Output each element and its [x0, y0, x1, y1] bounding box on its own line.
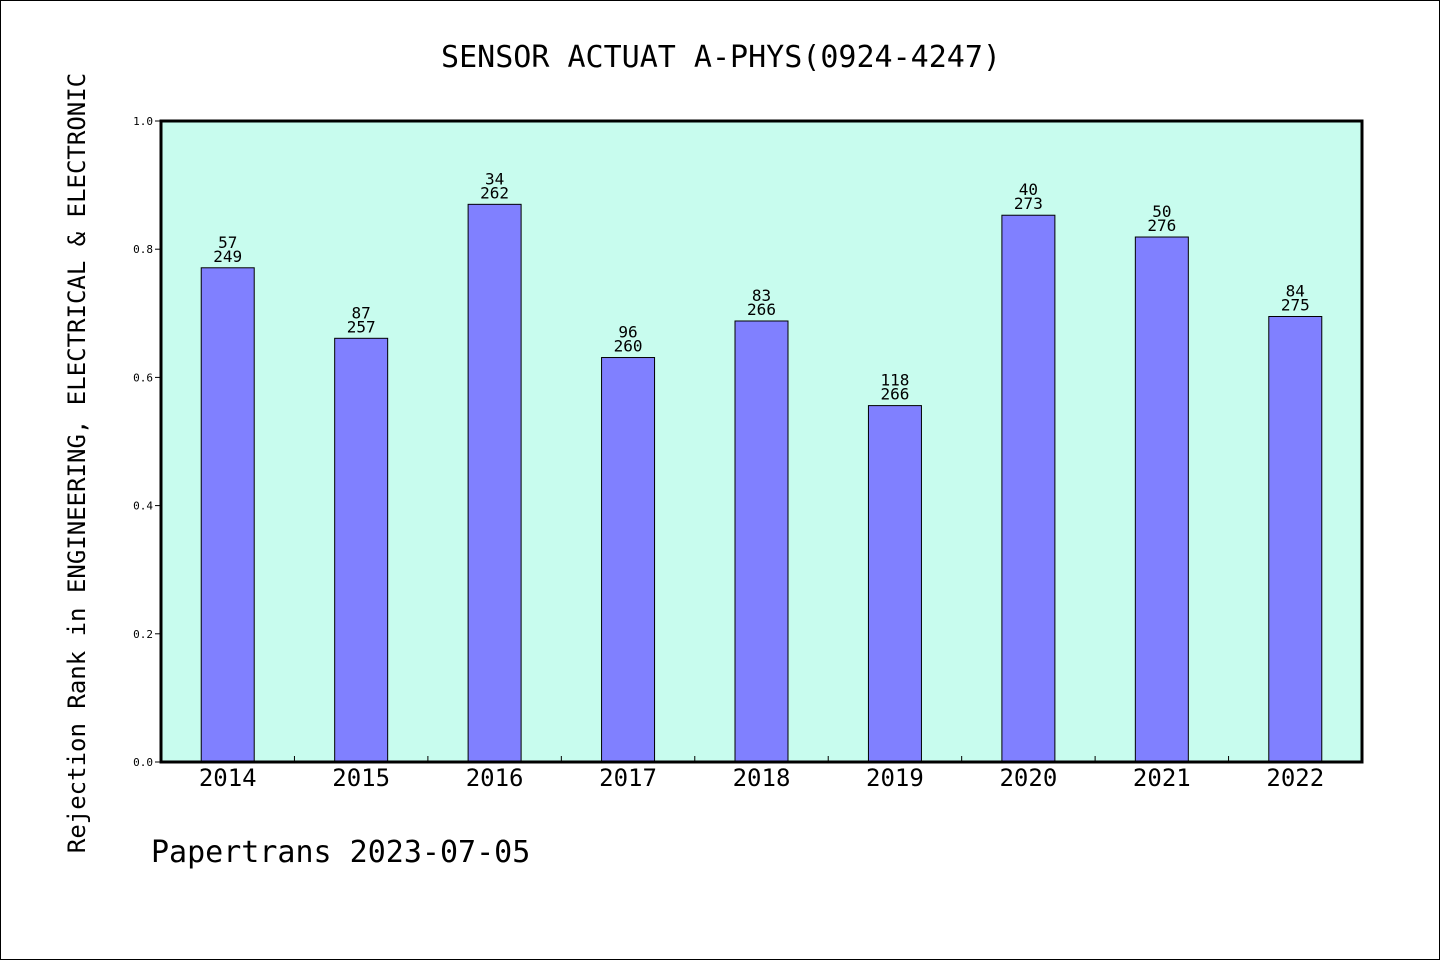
- bar-rank-label: 50: [1152, 202, 1171, 221]
- bar-2018: [734, 320, 789, 763]
- bars-layer: [200, 203, 1323, 763]
- y-tick-label: 0.2: [133, 628, 153, 641]
- bar-total-label: 257: [347, 317, 376, 336]
- x-tick-label: 2021: [1133, 764, 1191, 792]
- bar-rank-label: 96: [618, 323, 637, 342]
- x-tick-label: 2018: [733, 764, 791, 792]
- x-tick-label: 2022: [1266, 764, 1324, 792]
- bar-2019: [867, 405, 922, 763]
- bar-rank-label: 40: [1019, 180, 1038, 199]
- bar-total-label: 266: [880, 385, 909, 404]
- bar-rank-label: 84: [1286, 282, 1305, 301]
- y-axis-label: Rejection Rank in ENGINEERING, ELECTRICA…: [63, 73, 91, 853]
- y-tick-label: 0.0: [133, 756, 153, 769]
- y-tick-label: 0.6: [133, 371, 153, 384]
- bar-total-label: 260: [614, 337, 643, 356]
- bar-2022: [1268, 316, 1323, 763]
- bar-total-label: 266: [747, 300, 776, 319]
- credit-text: Papertrans 2023-07-05: [151, 835, 531, 870]
- bar-2015: [334, 337, 389, 763]
- x-tick-label: 2015: [332, 764, 390, 792]
- y-tick-label: 0.4: [133, 500, 153, 513]
- y-tick-label: 0.8: [133, 243, 153, 256]
- plot-border: [159, 119, 1364, 764]
- x-tick-label: 2016: [466, 764, 524, 792]
- x-tick-label: 2014: [199, 764, 257, 792]
- bar-total-label: 262: [480, 183, 509, 202]
- x-tick-label: 2019: [866, 764, 924, 792]
- y-tick-label: 1.0: [133, 115, 153, 128]
- axes-layer: 2014 2015 2016 2017 2018 2019 2020 2021 2022 0.0 0…: [133, 115, 1324, 792]
- bar-2017: [601, 357, 656, 763]
- bar-total-label: 249: [213, 247, 242, 266]
- bar-2020: [1001, 214, 1056, 763]
- x-tick-label: 2017: [599, 764, 657, 792]
- bar-2021: [1134, 236, 1189, 763]
- bar-total-label: 273: [1014, 194, 1043, 213]
- x-tick-label: 2020: [999, 764, 1057, 792]
- bar-rank-label: 83: [752, 286, 771, 305]
- bar-rank-label: 57: [218, 233, 237, 252]
- chart-title: SENSOR ACTUAT A-PHYS(0924-4247): [441, 40, 1001, 75]
- bar-2016: [467, 203, 522, 763]
- bar-rank-label: 34: [485, 169, 504, 188]
- bar-2014: [200, 267, 255, 763]
- bar-rank-label: 87: [352, 303, 371, 322]
- bar-total-label: 275: [1281, 296, 1310, 315]
- bar-total-label: 276: [1147, 216, 1176, 235]
- bar-rank-label: 118: [880, 371, 909, 390]
